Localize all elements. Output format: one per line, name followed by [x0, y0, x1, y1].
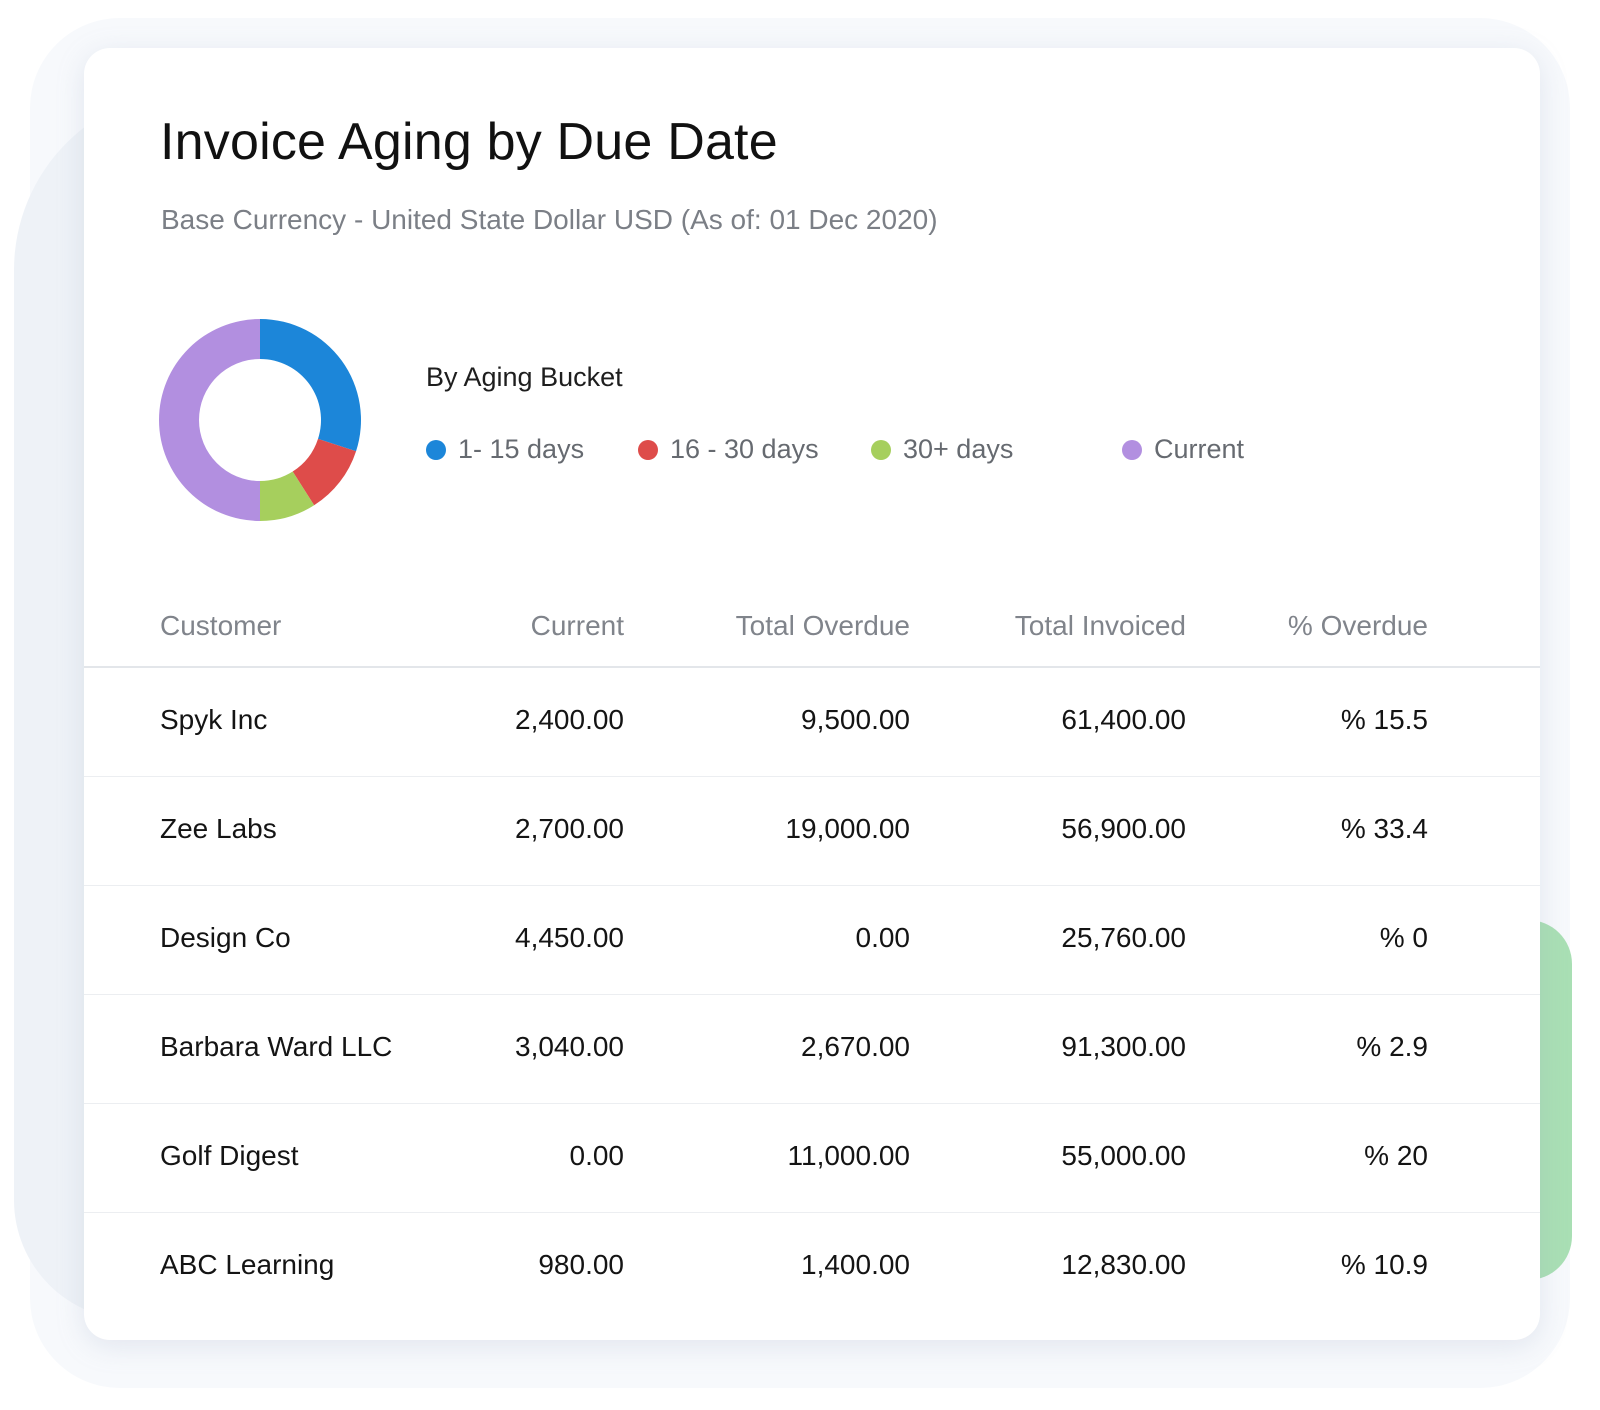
total-overdue-amount: 0.00	[855, 922, 911, 953]
table-row[interactable]: Spyk Inc 2,400.00 9,500.00 61,400.00 % 1…	[84, 668, 1540, 777]
table-row[interactable]: Barbara Ward LLC 3,040.00 2,670.00 91,30…	[84, 995, 1540, 1104]
table-row[interactable]: Design Co 4,450.00 0.00 25,760.00 % 0	[84, 886, 1540, 995]
total-overdue-amount: 1,400.00	[801, 1249, 910, 1280]
column-header-current[interactable]: Current	[530, 610, 624, 641]
percent-overdue: % 0	[1379, 922, 1428, 953]
percent-overdue: % 33.4	[1340, 813, 1428, 844]
column-header-total-invoiced[interactable]: Total Invoiced	[1014, 610, 1186, 641]
donut-slice-1-15-days	[260, 319, 361, 452]
currency-subtitle: Base Currency - United State Dollar USD …	[161, 204, 938, 235]
table-row[interactable]: ABC Learning 980.00 1,400.00 12,830.00 %…	[84, 1213, 1540, 1321]
current-amount: 4,450.00	[515, 922, 624, 953]
total-invoiced-amount: 61,400.00	[1061, 704, 1186, 735]
customer-name: Spyk Inc	[160, 704, 268, 735]
total-overdue-amount: 11,000.00	[787, 1140, 911, 1171]
column-header-total-overdue[interactable]: Total Overdue	[735, 610, 910, 641]
legend-item-current: Current	[1122, 434, 1244, 465]
percent-overdue: % 15.5	[1340, 704, 1428, 735]
legend-dot-icon	[426, 439, 446, 460]
percent-overdue: % 2.9	[1356, 1031, 1428, 1062]
customer-name: Zee Labs	[160, 813, 277, 844]
column-header-customer[interactable]: Customer	[160, 610, 282, 641]
total-overdue-amount: 9,500.00	[801, 704, 910, 735]
legend-item-16-30-days: 16 - 30 days	[638, 434, 819, 465]
page-title: Invoice Aging by Due Date	[160, 113, 778, 171]
customer-name: Barbara Ward LLC	[160, 1031, 393, 1062]
legend-label: 1- 15 days	[458, 434, 585, 464]
table-row[interactable]: Zee Labs 2,700.00 19,000.00 56,900.00 % …	[84, 777, 1540, 886]
aging-donut-chart	[159, 319, 361, 521]
total-invoiced-amount: 55,000.00	[1061, 1140, 1186, 1171]
total-invoiced-amount: 25,760.00	[1061, 922, 1186, 953]
legend-dot-icon	[871, 439, 891, 460]
legend-title: By Aging Bucket	[426, 362, 623, 392]
legend-item-30-plus-days: 30+ days	[871, 434, 1013, 465]
legend-label: 30+ days	[903, 434, 1014, 464]
donut-slice-30-days	[260, 471, 315, 521]
table-row[interactable]: Golf Digest 0.00 11,000.00 55,000.00 % 2…	[84, 1104, 1540, 1213]
donut-slice-16-30-days	[292, 438, 357, 506]
percent-overdue: % 20	[1364, 1140, 1428, 1171]
customer-name: Design Co	[160, 922, 291, 953]
current-amount: 980.00	[538, 1249, 624, 1280]
total-invoiced-amount: 91,300.00	[1061, 1031, 1186, 1062]
percent-overdue: % 10.9	[1340, 1249, 1428, 1280]
legend-item-1-15-days: 1- 15 days	[426, 434, 584, 465]
total-overdue-amount: 19,000.00	[785, 813, 910, 844]
current-amount: 0.00	[569, 1140, 625, 1171]
legend-dot-icon	[638, 439, 658, 460]
total-invoiced-amount: 12,830.00	[1061, 1249, 1186, 1280]
donut-slice-current	[159, 319, 260, 521]
column-header-percent-overdue[interactable]: % Overdue	[1287, 610, 1428, 641]
total-invoiced-amount: 56,900.00	[1061, 813, 1186, 844]
customer-name: ABC Learning	[160, 1249, 335, 1280]
legend-dot-icon	[1122, 439, 1142, 460]
current-amount: 2,400.00	[515, 704, 624, 735]
invoice-aging-card: Invoice Aging by Due Date Base Currency …	[84, 48, 1540, 1340]
legend-label: 16 - 30 days	[670, 434, 819, 464]
current-amount: 3,040.00	[515, 1031, 624, 1062]
total-overdue-amount: 2,670.00	[801, 1031, 910, 1062]
customer-name: Golf Digest	[160, 1140, 299, 1171]
aging-table: Customer Current Total Overdue Total Inv…	[84, 596, 1540, 1321]
table-header: Customer Current Total Overdue Total Inv…	[84, 596, 1540, 668]
legend-label: Current	[1154, 434, 1245, 464]
current-amount: 2,700.00	[515, 813, 624, 844]
